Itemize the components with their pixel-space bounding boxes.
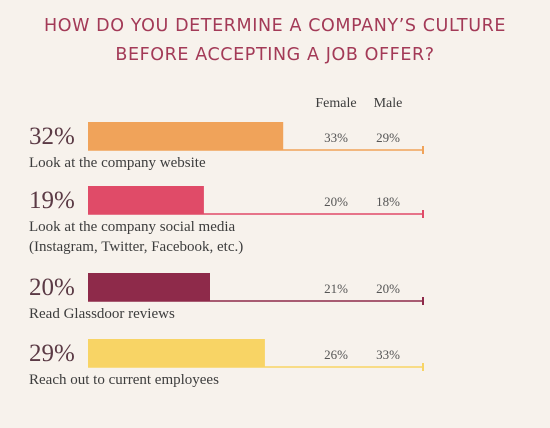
column-header-male: Male [374, 96, 403, 111]
female-value: 26% [324, 347, 348, 362]
male-value: 33% [376, 347, 400, 362]
bar [88, 186, 204, 214]
bar-category-label: Reach out to current employees [29, 372, 219, 388]
bar-value-label: 19% [29, 187, 75, 214]
chart-title-line-2: BEFORE ACCEPTING A JOB OFFER? [115, 45, 434, 65]
bar [88, 273, 210, 301]
bar-category-label: (Instagram, Twitter, Facebook, etc.) [29, 239, 243, 255]
female-value: 33% [324, 130, 348, 145]
column-header-female: Female [315, 96, 356, 111]
male-value: 20% [376, 281, 400, 296]
male-value: 29% [376, 130, 400, 145]
bar-category-label: Read Glassdoor reviews [29, 306, 175, 322]
bar-value-label: 29% [29, 340, 75, 367]
bar-category-label: Look at the company website [29, 155, 206, 171]
bar [88, 122, 284, 150]
bar-rows: 32% Look at the company website 33% 29% 19% L… [29, 122, 424, 388]
male-value: 18% [376, 194, 400, 209]
bar [88, 339, 265, 367]
bar-value-label: 20% [29, 274, 75, 301]
chart-title-line-1: HOW DO YOU DETERMINE A COMPANY’S CULTURE [44, 16, 506, 36]
female-value: 20% [324, 194, 348, 209]
bar-value-label: 32% [29, 123, 75, 150]
bar-category-label: Look at the company social media [29, 219, 236, 235]
female-value: 21% [324, 281, 348, 296]
